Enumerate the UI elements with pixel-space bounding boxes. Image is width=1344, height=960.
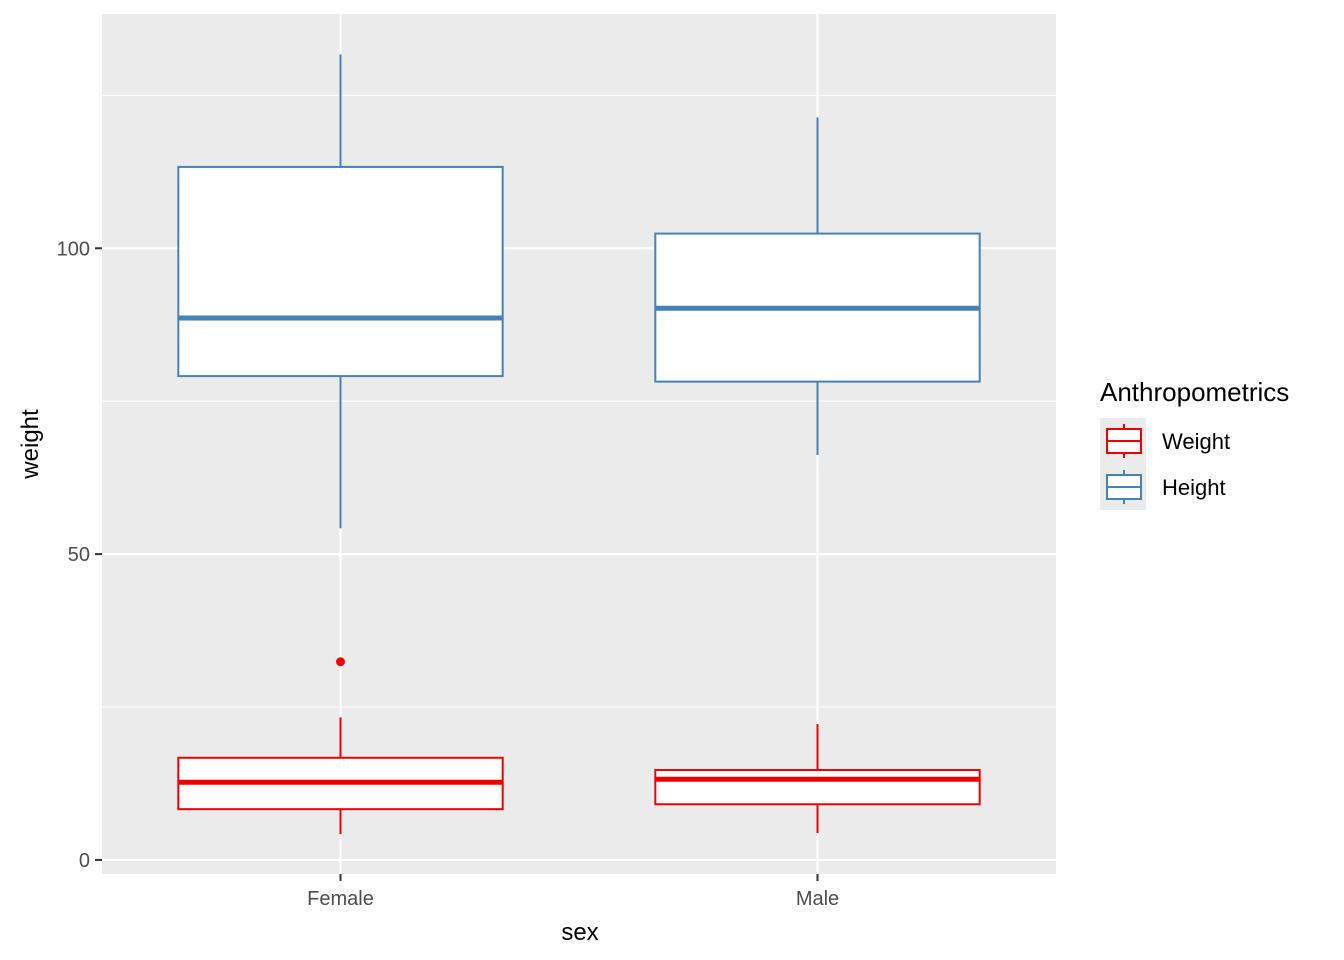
y-tick-label: 50: [68, 544, 90, 566]
box-iqr: [654, 769, 981, 806]
y-tick-label: 0: [79, 850, 90, 872]
grid-minor: [102, 94, 1056, 708]
legend-entry-weight: Weight: [1106, 424, 1230, 458]
box-iqr: [177, 165, 504, 378]
y-tick-label: 100: [57, 238, 90, 260]
y-axis-title: weight: [17, 409, 44, 480]
outlier-point: [336, 657, 345, 667]
weight-box-male: [654, 724, 981, 834]
weight-box-female: [177, 657, 504, 835]
x-tick-label: Female: [307, 888, 374, 910]
legend-entries: Weight Height: [1106, 424, 1230, 504]
x-axis-title: sex: [561, 919, 598, 946]
legend-title: Anthropometrics: [1100, 377, 1289, 407]
box-layer: [177, 54, 981, 835]
legend-label: Weight: [1162, 429, 1230, 454]
legend-entry-height: Height: [1106, 470, 1226, 504]
height-box-female: [177, 54, 504, 529]
y-axis: 0 50 100: [57, 238, 102, 872]
x-tick-label: Male: [796, 888, 839, 910]
height-box-male: [654, 117, 981, 456]
legend-label: Height: [1162, 475, 1226, 500]
x-axis: Female Male: [307, 874, 839, 910]
plot-panel: [102, 14, 1056, 874]
legend: Anthropometrics Weight Height: [1100, 377, 1289, 510]
